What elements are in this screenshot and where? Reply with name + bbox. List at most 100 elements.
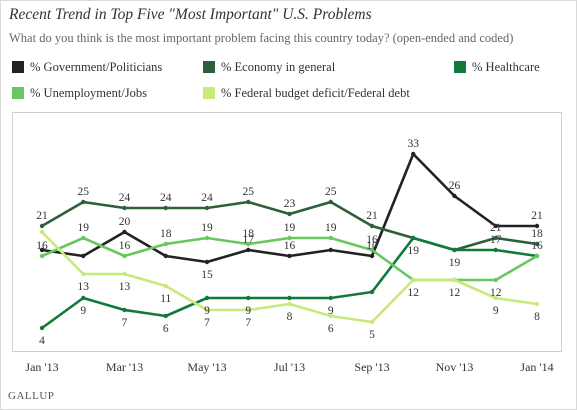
data-label-deficit: 8 [534,311,540,323]
x-tick-label: May '13 [187,360,226,374]
data-point-healthcare [328,295,333,301]
data-label-unemployment: 16 [36,240,48,252]
data-point-government [204,259,210,265]
data-label-deficit: 8 [287,311,293,323]
data-point-unemployment [369,247,375,253]
data-point-economy [163,205,168,211]
x-tick-label: Jan '13 [25,360,58,374]
data-point-government [369,253,375,259]
data-point-deficit [39,229,45,235]
data-label-economy: 19 [408,245,420,257]
legend-label-deficit: % Federal budget deficit/Federal debt [221,86,410,100]
data-label-deficit: 7 [245,317,251,329]
data-label-unemployment: 19 [78,222,90,234]
data-label-government: 21 [531,210,543,222]
data-point-deficit [369,319,375,325]
data-point-deficit [534,301,540,307]
data-label-unemployment: 19 [325,222,337,234]
legend-label-unemployment: % Unemployment/Jobs [30,86,148,100]
legend-swatch-healthcare [454,61,466,73]
data-label-deficit: 13 [78,281,90,293]
data-label-unemployment: 16 [531,240,543,252]
data-label-economy: 21 [36,210,48,222]
data-point-government [328,247,333,253]
data-point-healthcare [163,313,168,319]
data-point-healthcare [452,247,457,253]
chart-title: Recent Trend in Top Five "Most Important… [9,6,372,23]
data-point-healthcare [81,295,86,301]
data-point-unemployment [122,253,127,259]
data-point-economy [39,223,45,229]
data-point-unemployment [328,235,333,241]
data-point-unemployment [163,241,168,247]
data-label-unemployment: 19 [284,222,296,234]
data-label-government: 10 [366,240,378,252]
data-point-healthcare [369,289,375,295]
data-label-healthcare: 19 [449,257,461,269]
legend-swatch-deficit [203,87,215,99]
chart-subtitle: What do you think is the most important … [9,31,514,45]
data-label-healthcare: 7 [122,317,128,329]
data-label-economy: 24 [201,192,213,204]
legend-item-economy: % Economy in general [203,60,335,74]
data-point-deficit [493,295,498,301]
data-label-economy: 24 [160,192,172,204]
data-point-government [246,247,251,253]
data-label-government: 33 [408,138,420,150]
data-point-government [39,247,45,253]
data-label-economy: 21 [490,222,502,234]
data-label-economy: 21 [366,210,378,222]
data-point-economy [287,211,292,217]
data-point-unemployment [204,235,210,241]
data-label-unemployment: 16 [366,234,378,246]
x-tick-label: Jan '14 [520,360,553,374]
data-point-economy [204,205,210,211]
data-label-government: 17 [243,234,255,246]
data-label-deficit: 6 [328,323,334,335]
data-point-government [452,193,457,199]
data-point-government [534,223,540,229]
data-point-government [122,229,127,235]
data-point-healthcare [39,325,45,331]
data-point-healthcare [122,307,127,313]
data-label-deficit: 11 [160,293,171,305]
data-point-healthcare [493,247,498,253]
data-label-deficit: 12 [449,287,461,299]
legend-label-healthcare: % Healthcare [472,60,540,74]
data-point-deficit [122,271,127,277]
legend-item-unemployment: % Unemployment/Jobs [12,86,147,100]
legend-item-government: % Government/Politicians [12,60,162,74]
data-point-economy [493,235,498,241]
data-point-deficit [246,307,251,313]
data-label-unemployment: 16 [119,240,131,252]
data-point-deficit [163,283,168,289]
x-tick-label: Sep '13 [354,360,389,374]
legend-label-government: % Government/Politicians [30,60,163,74]
data-label-unemployment: 19 [201,222,213,234]
data-label-economy: 24 [119,192,131,204]
data-label-economy: 25 [243,186,255,198]
data-label-unemployment: 12 [490,287,502,299]
data-point-government [163,253,168,259]
data-point-government [81,253,86,259]
data-label-healthcare: 9 [204,305,210,317]
data-point-healthcare [411,235,416,241]
data-point-unemployment [39,253,45,259]
data-label-unemployment: 12 [408,287,420,299]
data-point-government [493,223,498,229]
x-tick-label: Mar '13 [106,360,143,374]
gallup-logo: GALLUP [8,390,55,402]
data-label-healthcare: 4 [39,335,45,347]
data-point-deficit [452,277,457,283]
data-label-deficit: 13 [119,281,131,293]
data-point-economy [81,199,86,205]
data-point-government [411,151,416,157]
data-point-healthcare [287,295,292,301]
data-point-economy [328,199,333,205]
data-point-unemployment [534,253,540,259]
data-point-deficit [287,301,292,307]
data-label-economy: 18 [531,228,543,240]
data-point-healthcare [246,295,251,301]
data-point-economy [534,241,540,247]
